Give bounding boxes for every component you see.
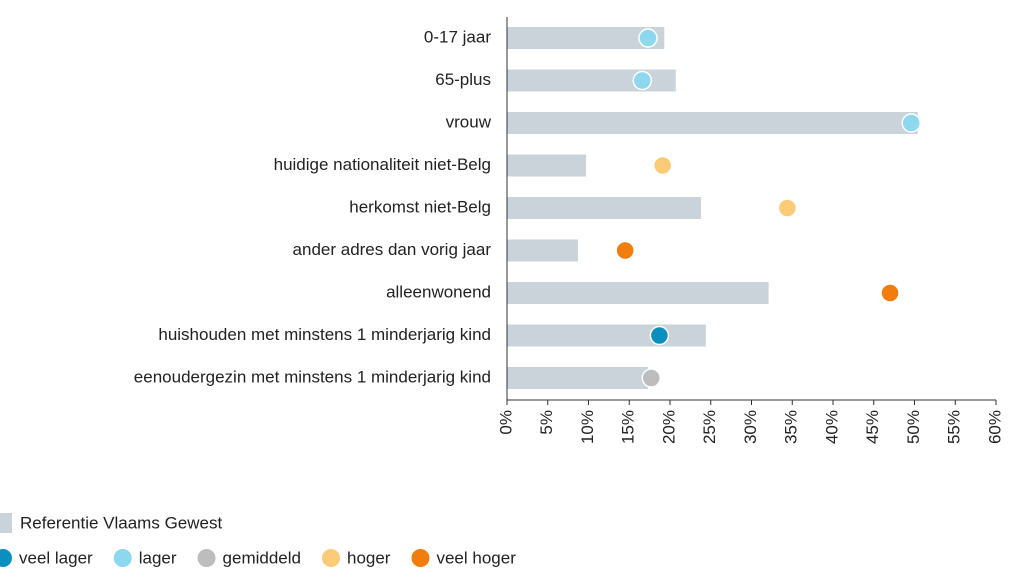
legend-dot bbox=[321, 549, 340, 567]
category-label: alleenwonend bbox=[386, 282, 491, 301]
x-tick-label: 40% bbox=[822, 410, 841, 444]
legend-dot bbox=[411, 549, 430, 567]
legend-label: veel hoger bbox=[436, 548, 516, 567]
category-label: ander adres dan vorig jaar bbox=[293, 240, 492, 259]
x-tick-label: 35% bbox=[782, 410, 801, 444]
bar bbox=[507, 112, 918, 134]
dot bbox=[652, 155, 673, 176]
x-tick-label: 0% bbox=[496, 410, 515, 435]
bar bbox=[507, 154, 587, 177]
bar bbox=[507, 324, 706, 347]
bar bbox=[507, 367, 648, 389]
x-tick-label: 60% bbox=[985, 410, 1004, 444]
legend-swatch bbox=[0, 513, 12, 533]
x-tick-label: 5% bbox=[537, 410, 556, 435]
x-tick-label: 45% bbox=[863, 410, 882, 444]
legend-dot bbox=[197, 549, 216, 567]
dot bbox=[615, 240, 635, 261]
dot bbox=[632, 70, 653, 91]
x-tick-label: 30% bbox=[741, 410, 760, 444]
x-tick-label: 50% bbox=[904, 410, 923, 444]
dot bbox=[880, 283, 900, 303]
legend-label: lager bbox=[139, 548, 177, 567]
legend-label: Referentie Vlaams Gewest bbox=[20, 513, 222, 532]
legend-label: hoger bbox=[347, 548, 391, 567]
category-label: 65-plus bbox=[435, 70, 491, 89]
bar bbox=[507, 27, 665, 49]
category-label: eenoudergezin met minstens 1 minderjarig… bbox=[134, 367, 491, 386]
bar bbox=[507, 197, 701, 219]
dot bbox=[777, 198, 798, 218]
dot bbox=[901, 113, 921, 133]
category-label: huidige nationaliteit niet-Belg bbox=[274, 155, 491, 174]
bar bbox=[507, 69, 676, 92]
x-tick-label: 10% bbox=[578, 410, 597, 444]
category-label: herkomst niet-Belg bbox=[349, 197, 491, 216]
legend-dot bbox=[0, 549, 12, 567]
legend-label: veel lager bbox=[19, 548, 93, 567]
category-label: vrouw bbox=[446, 112, 492, 131]
legend-dot bbox=[113, 549, 132, 567]
dot bbox=[649, 325, 670, 346]
category-label: huishouden met minstens 1 minderjarig ki… bbox=[158, 325, 491, 344]
legend-label: gemiddeld bbox=[223, 548, 301, 567]
x-tick-label: 15% bbox=[619, 410, 638, 444]
bar bbox=[507, 282, 769, 304]
dot bbox=[638, 28, 658, 48]
x-tick-label: 20% bbox=[659, 410, 678, 444]
dot bbox=[641, 368, 662, 388]
bar bbox=[507, 239, 578, 262]
x-tick-label: 25% bbox=[700, 410, 719, 444]
x-tick-label: 55% bbox=[945, 410, 964, 444]
category-label: 0-17 jaar bbox=[424, 27, 491, 46]
